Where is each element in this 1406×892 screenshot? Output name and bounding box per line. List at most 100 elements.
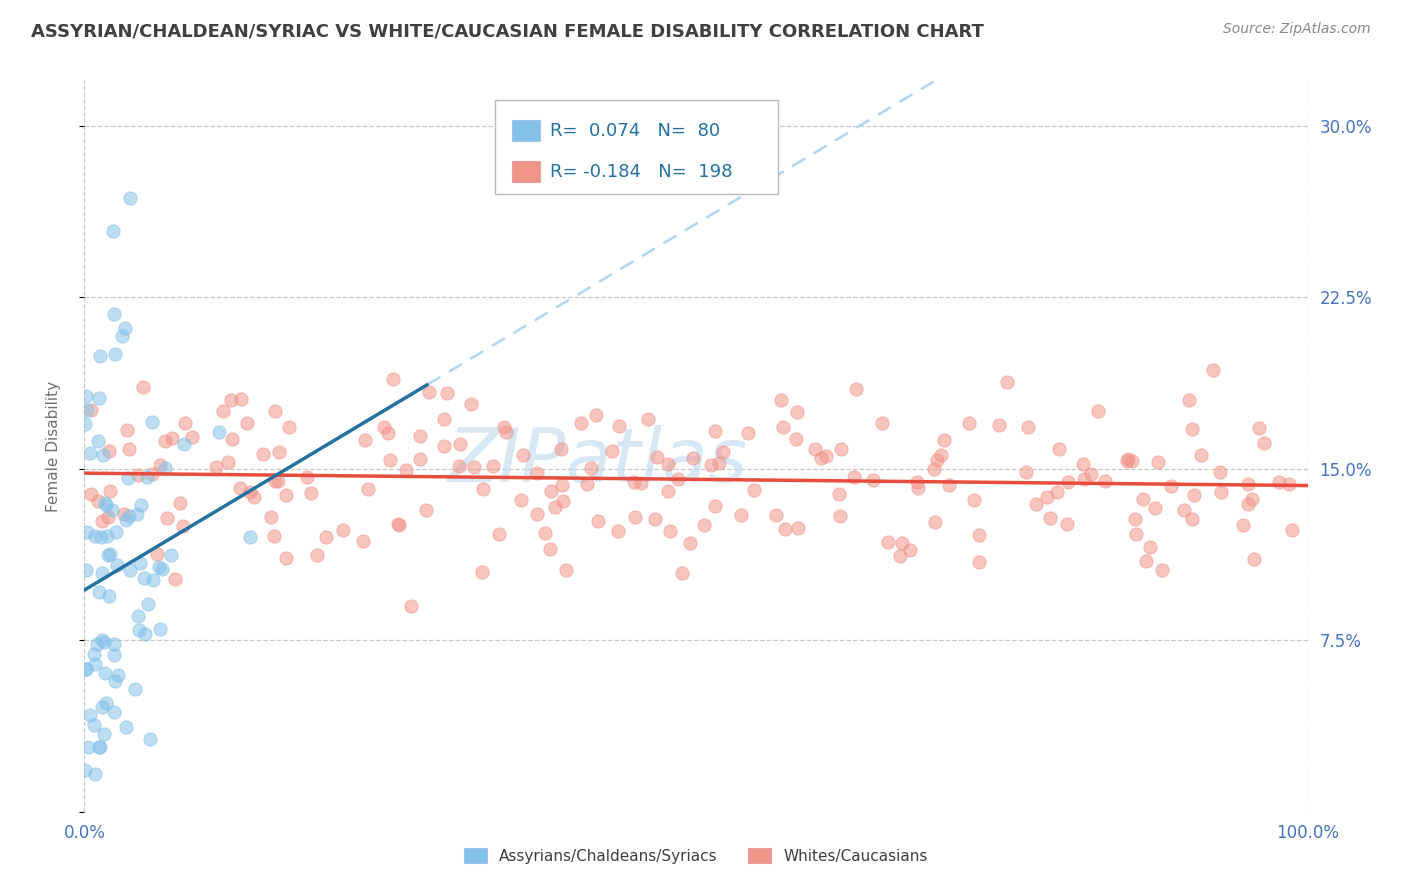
Point [155,460,177,475]
Point [534,526,557,541]
Point [571,416,593,430]
Point [1139,541,1161,555]
Point [138,597,160,611]
Point [512,448,534,462]
Point [96,529,118,543]
Point [80,487,103,501]
Point [1135,554,1157,568]
Text: R= -0.184   N=  198: R= -0.184 N= 198 [550,163,733,181]
Point [737,425,759,440]
Point [575,476,598,491]
Point [551,478,574,492]
Legend: Assyrians/Chaldeans/Syriacs, Whites/Caucasians: Assyrians/Chaldeans/Syriacs, Whites/Cauc… [458,842,934,870]
Point [1240,492,1263,507]
Point [295,470,318,484]
Point [155,434,177,449]
Point [87,493,110,508]
Point [1080,467,1102,481]
Point [1039,511,1062,525]
Point [98,547,121,561]
Point [1182,488,1205,502]
Point [830,509,852,524]
Point [1209,484,1232,499]
Point [1057,475,1080,489]
Point [127,608,149,623]
Point [86,637,108,651]
Point [551,494,574,508]
Point [957,416,980,430]
Point [401,599,423,613]
Point [707,456,730,470]
Point [267,475,290,489]
Point [579,460,602,475]
Point [86,434,108,448]
Point [433,439,456,453]
Point [76,402,98,417]
Point [967,555,990,569]
Point [924,461,946,475]
Point [93,727,115,741]
Point [382,372,405,386]
Point [117,442,139,456]
Point [134,627,156,641]
Point [460,397,482,411]
Point [260,509,283,524]
Point [77,740,100,755]
Point [93,634,115,648]
Point [307,548,329,562]
Point [877,535,900,549]
Point [550,442,572,456]
Point [409,429,432,443]
Point [118,563,141,577]
Point [103,648,125,662]
Point [544,500,567,514]
Point [682,451,704,466]
Point [156,511,179,525]
Point [94,666,117,681]
Point [433,412,456,426]
Point [98,589,121,603]
Point [90,566,112,580]
Point [1253,436,1275,450]
Point [630,476,652,491]
Point [83,528,105,542]
Point [785,433,807,447]
Point [449,436,471,450]
Point [105,525,128,540]
Point [136,470,159,484]
Point [1073,472,1095,486]
Point [278,419,301,434]
Point [1014,465,1036,479]
Point [91,448,114,462]
Point [1267,475,1289,489]
Point [765,508,787,522]
Point [90,699,112,714]
Point [353,433,375,447]
Point [938,478,960,492]
Point [89,739,111,754]
Point [659,524,682,538]
Point [89,349,111,363]
Point [97,509,120,524]
Point [703,424,725,438]
Point [127,468,149,483]
Point [730,508,752,523]
Point [1017,420,1039,434]
Point [83,718,105,732]
Point [111,329,134,343]
Point [586,515,609,529]
Point [1181,511,1204,525]
Point [415,503,437,517]
Point [1189,448,1212,462]
Point [160,548,183,562]
Point [239,530,262,544]
Point [75,389,97,403]
Point [114,507,136,521]
Point [395,463,418,477]
Point [870,416,893,430]
Point [141,467,163,481]
Point [129,498,152,512]
Point [117,470,139,484]
Point [229,392,252,406]
Point [526,507,548,521]
